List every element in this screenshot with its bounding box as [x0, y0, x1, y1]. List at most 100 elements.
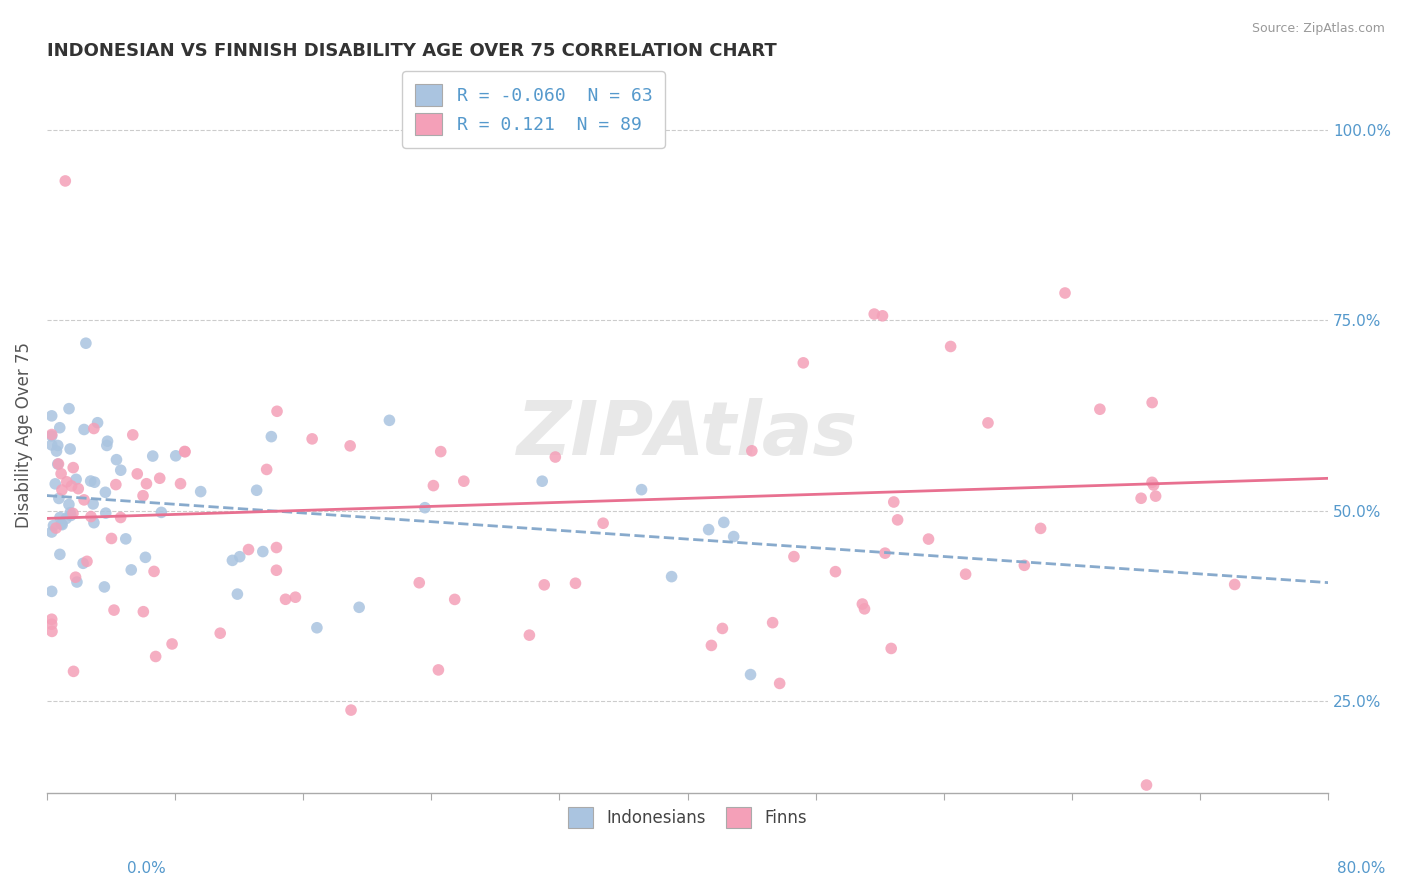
Point [73, 423, 96, 437]
Point [740, 667, 762, 681]
Point [1142, 478, 1164, 492]
Point [266, 404, 288, 418]
Point [783, 549, 806, 564]
Point [121, 428, 143, 442]
Point [769, 676, 792, 690]
Point [46, 438, 69, 452]
Point [630, 483, 652, 497]
Point [741, 443, 763, 458]
Point [135, 476, 157, 491]
Point [238, 542, 260, 557]
Point [305, 621, 328, 635]
Point [661, 569, 683, 583]
Point [851, 597, 873, 611]
Point [65, 472, 87, 486]
Point [49, 510, 72, 524]
Point [939, 339, 962, 353]
Point [284, 591, 307, 605]
Point [58, 401, 80, 416]
Point [41, 612, 63, 626]
Point [62, 506, 84, 520]
Point [160, 637, 183, 651]
Point [592, 516, 614, 531]
Point [59, 442, 82, 456]
Legend: Indonesians, Finns: Indonesians, Finns [561, 801, 814, 834]
Point [41, 409, 63, 423]
Point [260, 429, 283, 443]
Point [86, 416, 108, 430]
Y-axis label: Disability Age Over 75: Disability Age Over 75 [15, 342, 32, 528]
Point [872, 309, 894, 323]
Point [127, 467, 149, 481]
Point [453, 474, 475, 488]
Point [96, 434, 118, 449]
Point [221, 553, 243, 567]
Point [339, 439, 361, 453]
Point [58, 497, 80, 511]
Point [533, 578, 555, 592]
Point [143, 565, 166, 579]
Point [114, 532, 136, 546]
Point [132, 605, 155, 619]
Point [853, 602, 876, 616]
Point [48, 491, 70, 506]
Point [41, 438, 63, 452]
Point [413, 500, 436, 515]
Point [62, 460, 84, 475]
Point [174, 444, 197, 458]
Point [55, 511, 77, 525]
Point [49, 516, 72, 531]
Point [713, 516, 735, 530]
Text: INDONESIAN VS FINNISH DISABILITY AGE OVER 75 CORRELATION CHART: INDONESIAN VS FINNISH DISABILITY AGE OVE… [46, 42, 776, 60]
Point [44, 476, 66, 491]
Point [48, 421, 70, 435]
Point [429, 444, 451, 458]
Point [378, 413, 401, 427]
Point [41, 584, 63, 599]
Point [49, 547, 72, 561]
Text: Source: ZipAtlas.com: Source: ZipAtlas.com [1251, 22, 1385, 36]
Point [94, 506, 117, 520]
Point [873, 546, 896, 560]
Point [229, 549, 252, 564]
Point [142, 449, 165, 463]
Point [65, 570, 87, 584]
Point [274, 592, 297, 607]
Point [880, 641, 903, 656]
Point [41, 427, 63, 442]
Point [531, 474, 554, 488]
Point [45, 444, 67, 458]
Point [149, 471, 172, 485]
Point [443, 592, 465, 607]
Point [1223, 577, 1246, 591]
Point [59, 506, 82, 520]
Point [79, 474, 101, 488]
Point [977, 416, 1000, 430]
Point [72, 557, 94, 571]
Point [173, 444, 195, 458]
Point [67, 482, 90, 496]
Point [1088, 402, 1111, 417]
Point [76, 554, 98, 568]
Point [519, 628, 541, 642]
Point [46, 457, 69, 471]
Point [93, 580, 115, 594]
Point [917, 532, 939, 546]
Point [266, 563, 288, 577]
Point [41, 524, 63, 539]
Point [80, 509, 103, 524]
Point [169, 476, 191, 491]
Point [544, 450, 567, 464]
Point [697, 523, 720, 537]
Point [1029, 521, 1052, 535]
Point [711, 622, 734, 636]
Point [1140, 475, 1163, 490]
Point [100, 532, 122, 546]
Point [55, 475, 77, 489]
Point [103, 603, 125, 617]
Point [340, 703, 363, 717]
Point [700, 639, 723, 653]
Point [82, 497, 104, 511]
Point [252, 544, 274, 558]
Point [45, 521, 67, 535]
